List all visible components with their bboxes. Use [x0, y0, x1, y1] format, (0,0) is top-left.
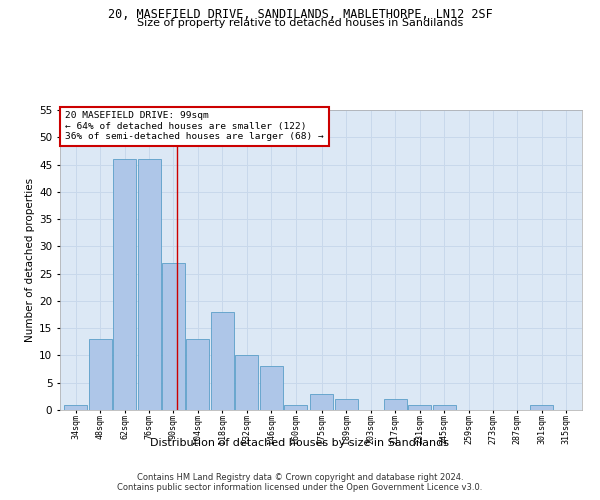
Text: Contains public sector information licensed under the Open Government Licence v3: Contains public sector information licen… [118, 484, 482, 492]
Bar [211, 312, 234, 410]
Bar [433, 404, 455, 410]
Text: 20 MASEFIELD DRIVE: 99sqm
← 64% of detached houses are smaller (122)
36% of semi: 20 MASEFIELD DRIVE: 99sqm ← 64% of detac… [65, 112, 324, 142]
Bar [235, 356, 259, 410]
Bar [335, 399, 358, 410]
Bar [530, 404, 553, 410]
Bar [260, 366, 283, 410]
Bar [284, 404, 307, 410]
Bar [89, 339, 112, 410]
Bar [137, 159, 161, 410]
Bar [383, 399, 407, 410]
Bar [187, 339, 209, 410]
Y-axis label: Number of detached properties: Number of detached properties [25, 178, 35, 342]
Bar [113, 159, 136, 410]
Bar [408, 404, 431, 410]
Bar [310, 394, 334, 410]
Bar [64, 404, 87, 410]
Text: Contains HM Land Registry data © Crown copyright and database right 2024.: Contains HM Land Registry data © Crown c… [137, 472, 463, 482]
Text: Distribution of detached houses by size in Sandilands: Distribution of detached houses by size … [151, 438, 449, 448]
Text: 20, MASEFIELD DRIVE, SANDILANDS, MABLETHORPE, LN12 2SF: 20, MASEFIELD DRIVE, SANDILANDS, MABLETH… [107, 8, 493, 20]
Text: Size of property relative to detached houses in Sandilands: Size of property relative to detached ho… [137, 18, 463, 28]
Bar [162, 262, 185, 410]
